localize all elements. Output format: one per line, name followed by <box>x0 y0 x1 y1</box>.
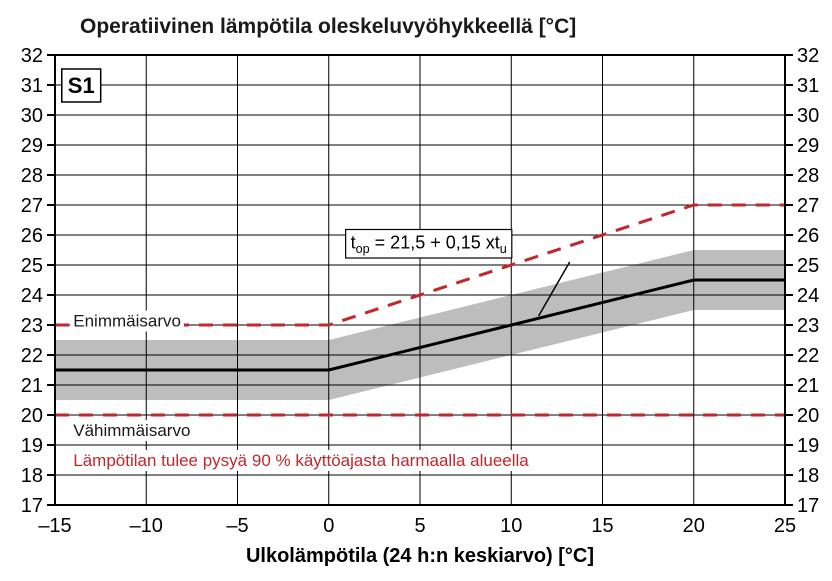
svg-text:S1: S1 <box>68 73 95 98</box>
max-label: Enimmäisarvo <box>70 311 184 332</box>
y-tick-left: 18 <box>21 465 43 487</box>
y-tick-left: 31 <box>21 75 43 97</box>
s1-label: S1 <box>62 69 101 102</box>
y-tick-right: 20 <box>797 405 819 427</box>
y-tick-left: 30 <box>21 105 43 127</box>
y-tick-left: 23 <box>21 315 43 337</box>
note-label: Lämpötilan tulee pysyä 90 % käyttöajasta… <box>70 450 532 471</box>
y-tick-right: 23 <box>797 315 819 337</box>
min-label: Vähimmäisarvo <box>70 420 193 441</box>
y-tick-left: 24 <box>21 285 43 307</box>
x-tick: –15 <box>38 515 71 537</box>
y-tick-right: 25 <box>797 255 819 277</box>
x-tick: 20 <box>683 515 705 537</box>
y-tick-right: 22 <box>797 345 819 367</box>
y-tick-left: 28 <box>21 165 43 187</box>
y-tick-right: 26 <box>797 225 819 247</box>
y-tick-right: 28 <box>797 165 819 187</box>
y-tick-right: 31 <box>797 75 819 97</box>
x-tick: 0 <box>323 515 334 537</box>
x-tick: 10 <box>500 515 522 537</box>
chart-container: 17 17 18 18 19 19 20 20 21 21 22 22 23 23 24 24 25 25 26 26… <box>0 0 832 581</box>
svg-text:Lämpötilan tulee pysyä 90 % kä: Lämpötilan tulee pysyä 90 % käyttöajasta… <box>73 451 529 470</box>
chart-svg: 17 17 18 18 19 19 20 20 21 21 22 22 23 23 24 24 25 25 26 26… <box>0 0 832 581</box>
y-tick-right: 19 <box>797 435 819 457</box>
y-tick-right: 17 <box>797 495 819 517</box>
y-tick-left: 21 <box>21 375 43 397</box>
y-tick-right: 32 <box>797 45 819 67</box>
y-tick-left: 29 <box>21 135 43 157</box>
chart-title: Operatiivinen lämpötila oleskeluvyöhykke… <box>80 15 576 38</box>
y-tick-right: 21 <box>797 375 819 397</box>
x-tick: 5 <box>414 515 425 537</box>
svg-text:Vähimmäisarvo: Vähimmäisarvo <box>73 421 190 440</box>
x-tick: 15 <box>591 515 613 537</box>
x-tick: –10 <box>130 515 163 537</box>
y-tick-left: 19 <box>21 435 43 457</box>
svg-text:Enimmäisarvo: Enimmäisarvo <box>73 312 181 331</box>
y-tick-left: 27 <box>21 195 43 217</box>
y-tick-left: 25 <box>21 255 43 277</box>
y-tick-right: 30 <box>797 105 819 127</box>
y-tick-right: 24 <box>797 285 819 307</box>
y-tick-right: 27 <box>797 195 819 217</box>
y-tick-left: 22 <box>21 345 43 367</box>
y-tick-left: 20 <box>21 405 43 427</box>
y-tick-left: 32 <box>21 45 43 67</box>
x-tick: –5 <box>226 515 248 537</box>
y-tick-left: 17 <box>21 495 43 517</box>
x-tick: 25 <box>774 515 796 537</box>
y-tick-left: 26 <box>21 225 43 247</box>
formula-label: top = 21,5 + 0,15 xtu <box>346 230 512 259</box>
y-tick-right: 29 <box>797 135 819 157</box>
svg-text:top = 21,5 + 0,15 xtu: top = 21,5 + 0,15 xtu <box>351 233 507 257</box>
x-axis-label: Ulkolämpötila (24 h:n keskiarvo) [°C] <box>246 545 594 567</box>
y-tick-right: 18 <box>797 465 819 487</box>
